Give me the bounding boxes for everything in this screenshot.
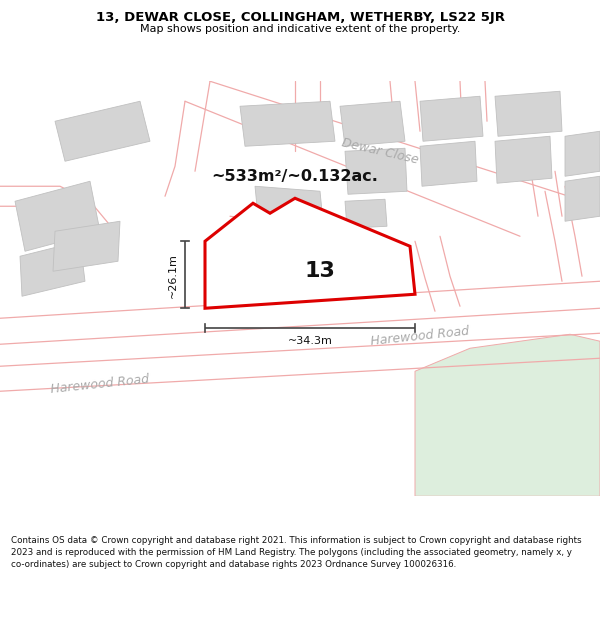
Polygon shape	[340, 101, 405, 146]
Polygon shape	[345, 199, 387, 228]
Polygon shape	[53, 221, 120, 271]
Text: ~34.3m: ~34.3m	[287, 336, 332, 346]
Polygon shape	[55, 101, 150, 161]
Polygon shape	[495, 91, 562, 136]
Text: Dewar Close: Dewar Close	[340, 136, 420, 166]
Polygon shape	[15, 181, 100, 251]
Text: 13, DEWAR CLOSE, COLLINGHAM, WETHERBY, LS22 5JR: 13, DEWAR CLOSE, COLLINGHAM, WETHERBY, L…	[95, 11, 505, 24]
Polygon shape	[420, 96, 483, 141]
Polygon shape	[565, 131, 600, 176]
Polygon shape	[420, 141, 477, 186]
Polygon shape	[495, 136, 552, 183]
Polygon shape	[205, 198, 415, 308]
Text: 13: 13	[305, 261, 335, 281]
Text: ~533m²/~0.132ac.: ~533m²/~0.132ac.	[212, 169, 379, 184]
Polygon shape	[20, 241, 85, 296]
Polygon shape	[345, 148, 407, 194]
Polygon shape	[565, 176, 600, 221]
Polygon shape	[415, 334, 600, 496]
Text: Harewood Road: Harewood Road	[50, 372, 150, 396]
Text: Map shows position and indicative extent of the property.: Map shows position and indicative extent…	[140, 24, 460, 34]
Text: Harewood Road: Harewood Road	[370, 324, 470, 348]
Text: ~26.1m: ~26.1m	[168, 253, 178, 298]
Text: Contains OS data © Crown copyright and database right 2021. This information is : Contains OS data © Crown copyright and d…	[11, 536, 581, 569]
Polygon shape	[240, 101, 335, 146]
Polygon shape	[255, 251, 287, 281]
Polygon shape	[255, 186, 325, 241]
